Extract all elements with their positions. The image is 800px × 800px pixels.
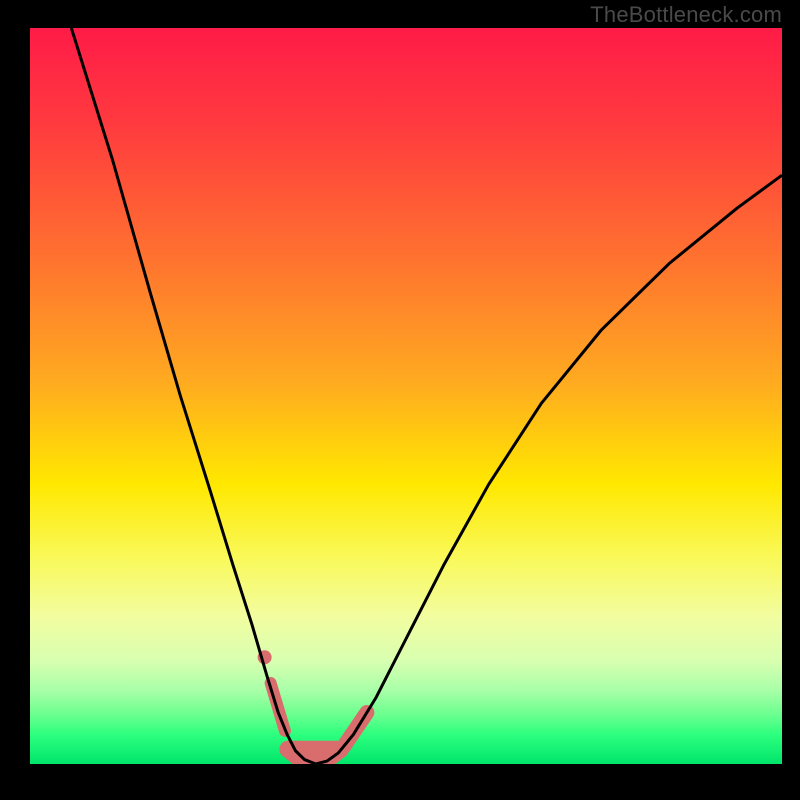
frame-left	[0, 0, 30, 800]
frame-right	[782, 0, 800, 800]
plot-area	[30, 28, 782, 764]
bottleneck-chart	[30, 28, 782, 764]
frame-bottom	[0, 764, 800, 800]
gradient-background	[30, 28, 782, 764]
watermark-text: TheBottleneck.com	[590, 2, 782, 28]
